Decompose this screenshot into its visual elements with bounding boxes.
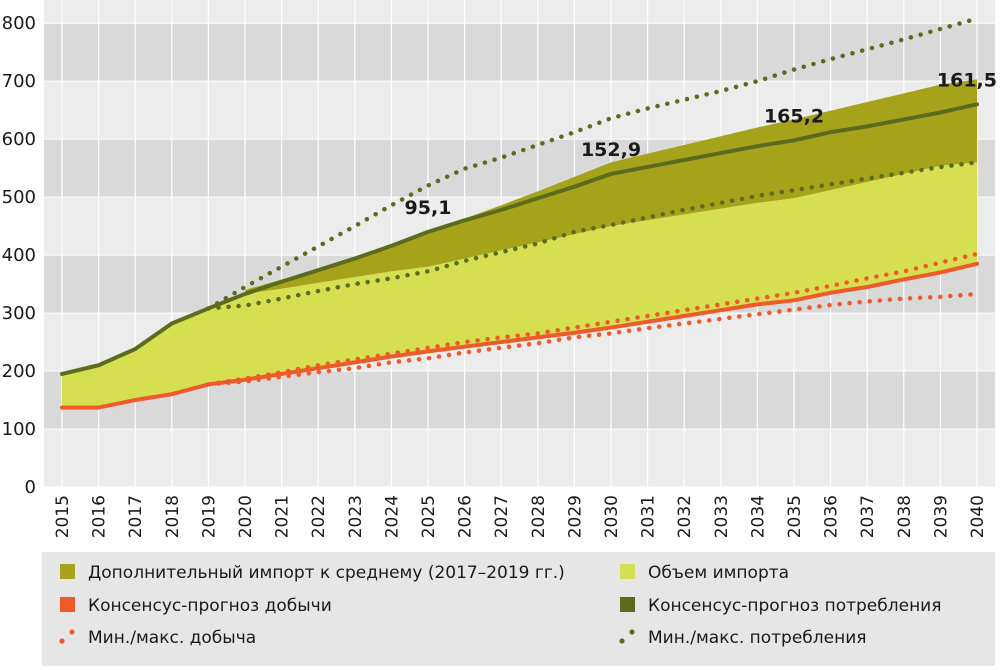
x-tick-label: 2027	[492, 495, 512, 538]
area-band-import-volume	[62, 162, 977, 408]
x-tick-label: 2015	[53, 495, 73, 538]
x-tick-label: 2018	[163, 495, 183, 538]
legend-dot	[69, 629, 75, 635]
annotation-label: 152,9	[581, 139, 641, 161]
legend-swatch	[60, 597, 75, 612]
x-tick-label: 2038	[895, 495, 915, 538]
production-consensus-line	[60, 261, 979, 410]
legend-item: Мин./макс. добыча	[59, 628, 256, 648]
x-tick-label: 2019	[199, 495, 219, 538]
legend-dot	[59, 638, 65, 644]
x-tick-label: 2035	[785, 495, 805, 538]
area-series	[62, 79, 977, 408]
x-tick-label: 2016	[90, 495, 110, 538]
annotation-label: 95,1	[405, 197, 452, 219]
y-tick-label: 800	[2, 13, 36, 34]
x-tick-label: 2021	[273, 495, 293, 538]
x-tick-label: 2034	[748, 495, 768, 538]
x-tick-label: 2037	[858, 495, 878, 538]
x-tick-label: 2028	[529, 495, 549, 538]
y-tick-label: 400	[2, 245, 36, 266]
y-tick-label: 300	[2, 303, 36, 324]
legend-item: Мин./макс. потребления	[619, 628, 867, 648]
x-tick-label: 2031	[639, 495, 659, 538]
annotation-label: 165,2	[764, 105, 824, 127]
x-tick-label: 2029	[565, 495, 585, 538]
line-series	[60, 102, 979, 410]
legend-label: Мин./макс. потребления	[648, 628, 867, 648]
x-tick-label: 2036	[822, 495, 842, 538]
x-tick-label: 2032	[675, 495, 695, 538]
x-tick-label: 2020	[236, 495, 256, 538]
consumption-consensus-line	[60, 102, 979, 376]
x-tick-label: 2030	[602, 495, 622, 538]
grid-band	[44, 23, 995, 82]
x-tick-label: 2039	[931, 495, 951, 538]
legend-item: Дополнительный импорт к среднему (2017–2…	[60, 563, 565, 583]
legend-swatch	[60, 564, 75, 579]
y-tick-label: 0	[25, 477, 36, 498]
legend-swatch	[620, 597, 635, 612]
legend-background	[42, 552, 995, 666]
y-tick-label: 600	[2, 129, 36, 150]
legend: Дополнительный импорт к среднему (2017–2…	[42, 552, 995, 666]
x-tick-label: 2025	[419, 495, 439, 538]
x-tick-label: 2026	[456, 495, 476, 538]
x-tick-label: 2024	[382, 495, 402, 538]
x-tick-label: 2040	[968, 495, 988, 538]
legend-dot	[619, 638, 625, 644]
legend-label: Дополнительный импорт к среднему (2017–2…	[88, 563, 565, 583]
legend-label: Объем импорта	[648, 563, 789, 583]
x-tick-label: 2022	[309, 495, 329, 538]
production-min-dotted-line	[206, 291, 980, 387]
x-axis-ticks: 2015 2016 2017 2018 2019 2020 2021 2022 2023 2024…	[53, 495, 988, 538]
legend-item: Консенсус-прогноз добычи	[60, 596, 332, 616]
legend-swatch	[620, 564, 635, 579]
annotations: 95,1 152,9 165,2 161,5	[405, 69, 997, 219]
legend-dot	[629, 629, 635, 635]
x-tick-label: 2023	[346, 495, 366, 538]
area-band-additional-import	[245, 79, 977, 294]
legend-label: Консенсус-прогноз потребления	[648, 596, 941, 616]
grid-band	[44, 429, 995, 487]
y-axis-ticks: 0 100 200 300 400 500 600 700 800	[2, 13, 36, 498]
legend-item: Объем импорта	[620, 563, 789, 583]
dotted-series	[206, 16, 980, 387]
grid-band	[44, 0, 995, 24]
y-tick-label: 200	[2, 361, 36, 382]
y-tick-label: 100	[2, 419, 36, 440]
annotation-label: 161,5	[937, 69, 997, 91]
y-tick-label: 500	[2, 187, 36, 208]
x-tick-label: 2033	[712, 495, 732, 538]
consumption-min-dotted-line	[206, 160, 980, 311]
production-max-dotted-line	[206, 251, 980, 387]
legend-label: Мин./макс. добыча	[88, 628, 256, 648]
y-tick-label: 700	[2, 71, 36, 92]
legend-label: Консенсус-прогноз добычи	[88, 596, 332, 616]
x-tick-label: 2017	[126, 495, 146, 538]
legend-item: Консенсус-прогноз потребления	[620, 596, 941, 616]
